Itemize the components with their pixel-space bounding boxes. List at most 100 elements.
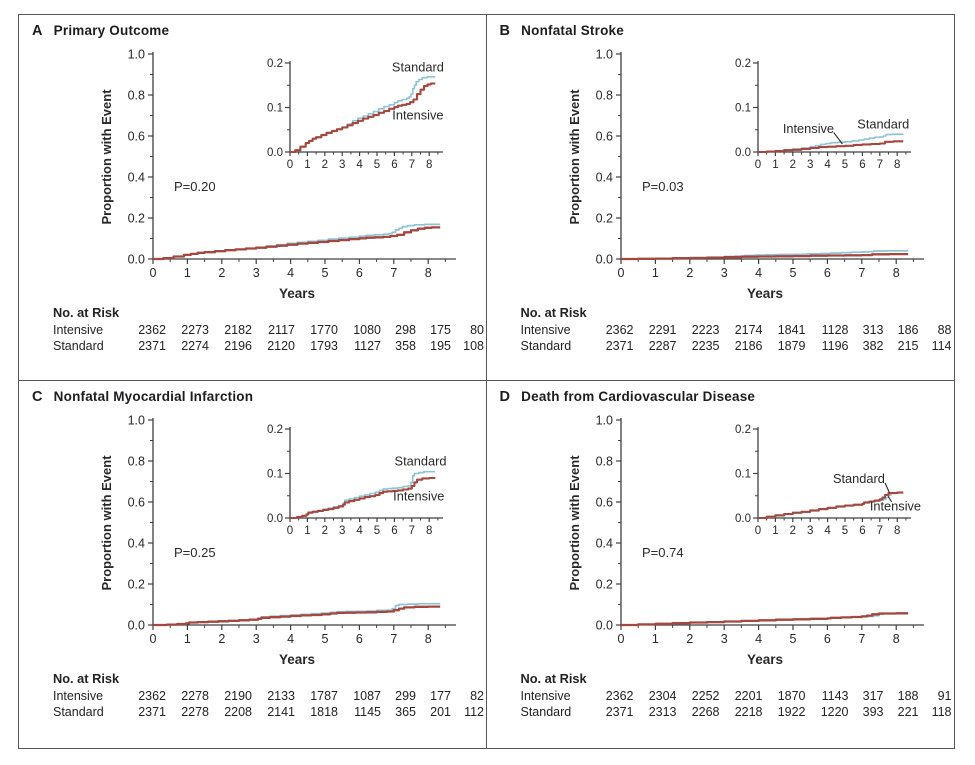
main-x-tick-label: 7 — [390, 632, 397, 646]
main-y-tick-label: 0.6 — [128, 130, 145, 144]
main-x-tick-label: 8 — [892, 632, 899, 646]
risk-count: 177 — [430, 689, 451, 703]
inset-x-tick-label: 4 — [356, 159, 363, 171]
risk-count: 1922 — [777, 705, 806, 719]
inset-x-tick-label: 4 — [824, 159, 831, 171]
risk-count: 2371 — [138, 339, 166, 353]
inset-x-tick-label: 7 — [876, 525, 882, 537]
inset-x-tick-label: 3 — [806, 525, 812, 537]
intensive-series-label: Intensive — [393, 489, 444, 504]
risk-count: 298 — [395, 323, 416, 337]
main-x-tick-label: 1 — [184, 632, 191, 646]
main-x-tick-label: 8 — [425, 266, 432, 280]
risk-count: 2201 — [734, 689, 763, 703]
risk-count: 2235 — [691, 339, 720, 353]
main-y-tick-label: 0.0 — [595, 253, 612, 267]
risk-count: 2196 — [224, 339, 252, 353]
risk-count: 2304 — [648, 689, 677, 703]
inset-x-tick-label: 4 — [356, 525, 363, 537]
main-y-tick-label: 0.8 — [595, 89, 612, 103]
risk-table-header: No. at Risk — [53, 671, 120, 686]
main-y-tick-label: 0.2 — [595, 212, 612, 226]
risk-row-label: Standard — [53, 339, 104, 353]
inset-x-tick-label: 8 — [426, 159, 432, 171]
risk-count: 1818 — [310, 705, 338, 719]
risk-count: 188 — [897, 689, 919, 703]
risk-count: 80 — [470, 323, 484, 337]
risk-count: 2218 — [734, 705, 763, 719]
main-y-tick-label: 0.4 — [595, 171, 612, 185]
main-x-tick-label: 2 — [218, 632, 225, 646]
main-y-tick-label: 0.2 — [595, 578, 612, 592]
inset-y-tick-label: 0.1 — [267, 469, 283, 481]
panel-title: D Death from Cardiovascular Disease — [487, 381, 955, 405]
risk-count: 114 — [931, 339, 952, 353]
p-value-label: P=0.03 — [642, 179, 684, 194]
panel-letter: B — [499, 23, 511, 39]
main-x-tick-label: 0 — [150, 632, 157, 646]
panel-title-text: Nonfatal Stroke — [521, 23, 624, 38]
main-x-tick-label: 3 — [253, 266, 260, 280]
inset-x-tick-label: 1 — [772, 159, 778, 171]
panel-title: C Nonfatal Myocardial Infarction — [19, 381, 486, 405]
inset-y-tick-label: 0.0 — [735, 513, 751, 525]
panel-title: B Nonfatal Stroke — [487, 15, 955, 39]
main-x-tick-label: 0 — [617, 266, 624, 280]
risk-count: 393 — [862, 705, 884, 719]
inset-x-tick-label: 3 — [806, 159, 812, 171]
risk-count: 186 — [897, 323, 919, 337]
risk-count: 2186 — [734, 339, 763, 353]
risk-count: 1080 — [353, 323, 381, 337]
intensive-curve-inset — [757, 140, 903, 154]
panel-letter: D — [499, 389, 511, 405]
inset-x-tick-label: 0 — [754, 159, 760, 171]
risk-table: No. at Risk Intensive 2362 2304 2252 2201 187… — [487, 671, 955, 720]
main-x-tick-label: 4 — [755, 266, 762, 280]
inset-x-tick-label: 2 — [789, 159, 795, 171]
panel-letter: C — [32, 389, 43, 405]
risk-table-header: No. at Risk — [520, 671, 587, 686]
panel-d-death-from-cardiovascular-disease: D Death from Cardiovascular Disease 0.0 0.… — [487, 381, 955, 748]
inset-y-tick-label: 0.0 — [735, 147, 751, 159]
risk-count: 118 — [931, 705, 952, 719]
main-x-tick-label: 8 — [892, 266, 899, 280]
risk-count: 1870 — [777, 689, 806, 703]
intensive-curve-inset — [290, 476, 436, 520]
main-y-tick-label: 1.0 — [128, 414, 145, 428]
main-x-tick-label: 5 — [322, 266, 329, 280]
main-y-tick-label: 1.0 — [595, 48, 612, 62]
inset-x-tick-label: 6 — [859, 525, 865, 537]
main-x-tick-label: 7 — [390, 266, 397, 280]
intensive-series-label: Intensive — [392, 108, 443, 123]
main-y-tick-label: 0.2 — [128, 212, 145, 226]
inset-x-tick-label: 8 — [893, 525, 899, 537]
label-leader-line — [887, 495, 892, 503]
risk-count: 2174 — [734, 323, 763, 337]
x-axis-title: Years — [746, 286, 782, 301]
inset-x-tick-label: 2 — [322, 159, 328, 171]
p-value-label: P=0.74 — [642, 545, 684, 560]
risk-table: No. at Risk Intensive 2362 2273 2182 2117 177… — [19, 305, 486, 354]
main-x-tick-label: 3 — [253, 632, 260, 646]
main-x-tick-label: 4 — [755, 632, 762, 646]
risk-row-label: Standard — [520, 339, 572, 353]
inset-x-tick-label: 5 — [841, 525, 847, 537]
y-axis-title: Proportion with Event — [99, 89, 114, 225]
risk-count: 2223 — [691, 323, 720, 337]
risk-count: 1220 — [820, 705, 849, 719]
risk-count: 317 — [862, 689, 884, 703]
risk-count: 1770 — [310, 323, 338, 337]
inset-x-tick-label: 8 — [426, 525, 432, 537]
inset-x-tick-label: 7 — [409, 159, 415, 171]
main-y-tick-label: 0.4 — [128, 537, 145, 551]
y-axis-title: Proportion with Event — [567, 455, 582, 591]
inset-axes: 0.0 0.1 0.2 0 1 2 3 4 5 6 7 8 — [267, 424, 443, 537]
intensive-curve-main — [153, 226, 441, 261]
main-x-tick-label: 2 — [686, 266, 693, 280]
main-x-tick-label: 8 — [425, 632, 432, 646]
main-y-tick-label: 0.8 — [128, 455, 145, 469]
main-y-tick-label: 0.4 — [128, 171, 145, 185]
